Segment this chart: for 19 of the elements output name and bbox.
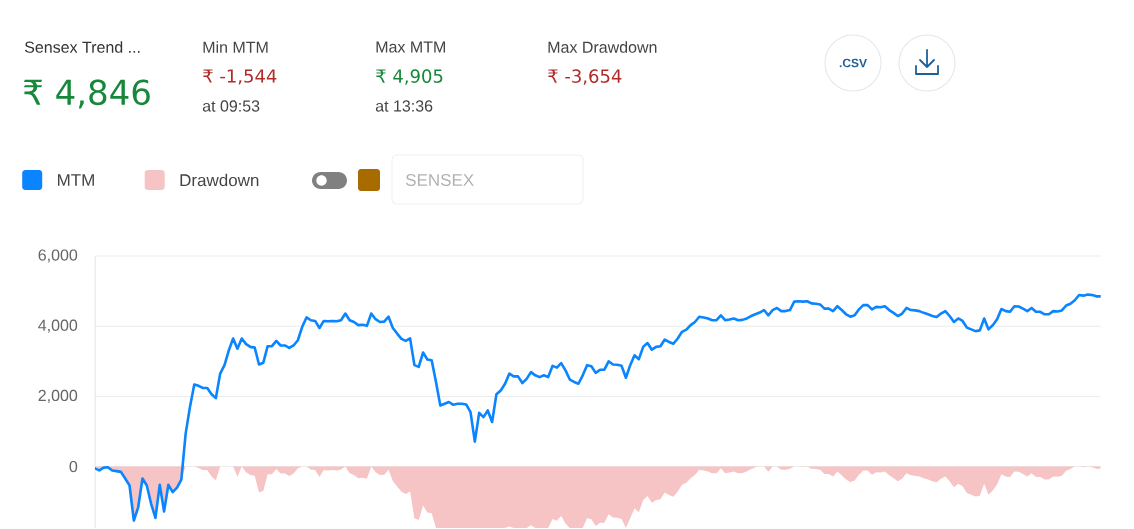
text: SENSEX: [405, 174, 474, 187]
legend-label: Drawdown: [180, 174, 259, 187]
y-tick-label: 2,000: [38, 390, 78, 404]
text: Max MTM: [376, 41, 445, 53]
text: Min MTM: [203, 41, 268, 54]
text: at 13:36: [375, 100, 433, 112]
line-series: [95, 293, 1101, 523]
text: ₹ -1,544: [203, 69, 277, 85]
text: ₹ -3,654: [548, 69, 622, 85]
text: Max Drawdown: [548, 41, 657, 54]
y-tick-label: 4,000: [38, 319, 78, 334]
text: at 09:53: [202, 100, 260, 112]
chart-title: Sensex Trend ...: [24, 41, 140, 54]
text: ₹ 4,846: [23, 79, 150, 109]
text: .CSV: [839, 59, 867, 68]
legend-label: MTM: [58, 174, 94, 187]
text: ₹ 4,905: [376, 69, 443, 85]
y-tick-label: 0: [69, 461, 78, 473]
y-tick-label: 6,000: [38, 249, 78, 263]
